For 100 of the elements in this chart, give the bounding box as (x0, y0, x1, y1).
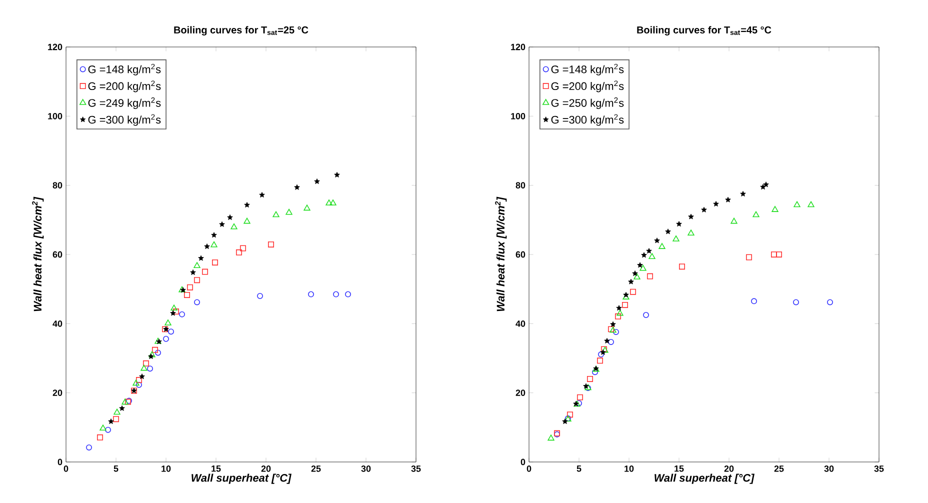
y-tick-label: 60 (516, 251, 526, 258)
point (190, 269, 196, 275)
legend-label: G =300 kg/m$^{2}$s (88, 114, 161, 126)
point (173, 308, 180, 315)
chart-title: Boiling curves for T$_{sat}$=25 °C (174, 26, 308, 36)
x-tick-label: 15 (212, 466, 221, 472)
point (202, 268, 208, 275)
x-tick-label: 35 (874, 466, 884, 472)
point (640, 264, 646, 271)
point (713, 200, 719, 206)
point (194, 277, 200, 284)
point (725, 196, 731, 202)
x-tick-label: 10 (162, 466, 171, 472)
point (610, 326, 616, 333)
point (608, 338, 614, 345)
y-tick-label: 40 (52, 320, 62, 327)
point (100, 424, 106, 431)
x-tick-label: 5 (576, 466, 582, 472)
point (793, 299, 800, 306)
point (164, 320, 172, 326)
point (294, 184, 300, 190)
point (647, 273, 654, 280)
point (114, 408, 120, 415)
point (170, 310, 176, 316)
point (604, 338, 610, 344)
x-tick-label: 15 (674, 466, 684, 472)
point (643, 312, 650, 318)
x-tick-label: 30 (361, 466, 371, 472)
point (613, 328, 620, 335)
point (827, 299, 834, 306)
y-axis-title: Wall heat flux [W/cm$^{2}$] (32, 196, 44, 312)
point (701, 206, 707, 212)
point (740, 190, 746, 196)
y-tick-label: 0 (58, 458, 62, 466)
point (132, 380, 140, 386)
point (746, 254, 752, 260)
point (326, 200, 332, 206)
x-tick-label: 35 (411, 466, 421, 472)
x-tick-label: 30 (824, 466, 834, 472)
point (632, 270, 638, 276)
point (140, 364, 148, 371)
point (634, 274, 640, 280)
point (641, 252, 647, 258)
legend-label: G =200 kg/m$^{2}$s (88, 80, 161, 92)
point (244, 202, 250, 208)
point (616, 310, 624, 316)
chart-title: Boiling curves for T$_{sat}$=45 °C (637, 26, 772, 36)
x-tick-label: 20 (261, 466, 271, 472)
y-axis-title: Wall heat flux [W/cm$^{2}$] (495, 196, 507, 312)
point (148, 351, 156, 358)
x-tick-label: 0 (64, 466, 68, 472)
point (665, 228, 671, 234)
point (204, 244, 210, 249)
point (608, 326, 614, 332)
point (345, 291, 352, 298)
point (622, 302, 628, 308)
legend-label: G =250 kg/m$^{2}$s (551, 97, 624, 109)
point (314, 178, 320, 184)
point (576, 400, 582, 406)
legend-label: G =148 kg/m$^{2}$s (88, 64, 161, 76)
point (592, 369, 598, 376)
x-axis-title: Wall superheat [°C] (654, 474, 754, 484)
point (330, 200, 336, 206)
point (152, 346, 158, 353)
point (113, 416, 120, 422)
point (646, 248, 652, 254)
point (672, 235, 680, 242)
legend-label: G =249 kg/m$^{2}$s (88, 97, 161, 109)
point (567, 412, 574, 418)
point (333, 291, 340, 298)
point (763, 182, 769, 188)
y-tick-label: 120 (48, 44, 62, 50)
point (577, 394, 584, 400)
point (630, 288, 636, 295)
x-tick-label: 25 (774, 466, 784, 472)
point (334, 172, 340, 178)
point (148, 354, 154, 359)
point (184, 292, 190, 298)
point (198, 255, 204, 261)
point (236, 249, 242, 256)
point (97, 434, 104, 440)
point (794, 201, 800, 208)
point (648, 253, 656, 260)
point (730, 218, 738, 224)
y-tick-label: 100 (48, 112, 62, 120)
point (86, 444, 92, 450)
y-tick-label: 80 (52, 182, 62, 188)
x-tick-label: 10 (624, 466, 634, 472)
point (268, 241, 274, 248)
point (211, 232, 217, 238)
y-tick-label: 40 (516, 320, 526, 327)
point (628, 278, 634, 284)
x-tick-label: 25 (311, 466, 321, 472)
point (587, 376, 594, 382)
point (259, 192, 265, 198)
point (147, 366, 154, 372)
point (155, 350, 162, 356)
point (240, 245, 246, 252)
point (562, 418, 568, 424)
point (257, 292, 264, 299)
